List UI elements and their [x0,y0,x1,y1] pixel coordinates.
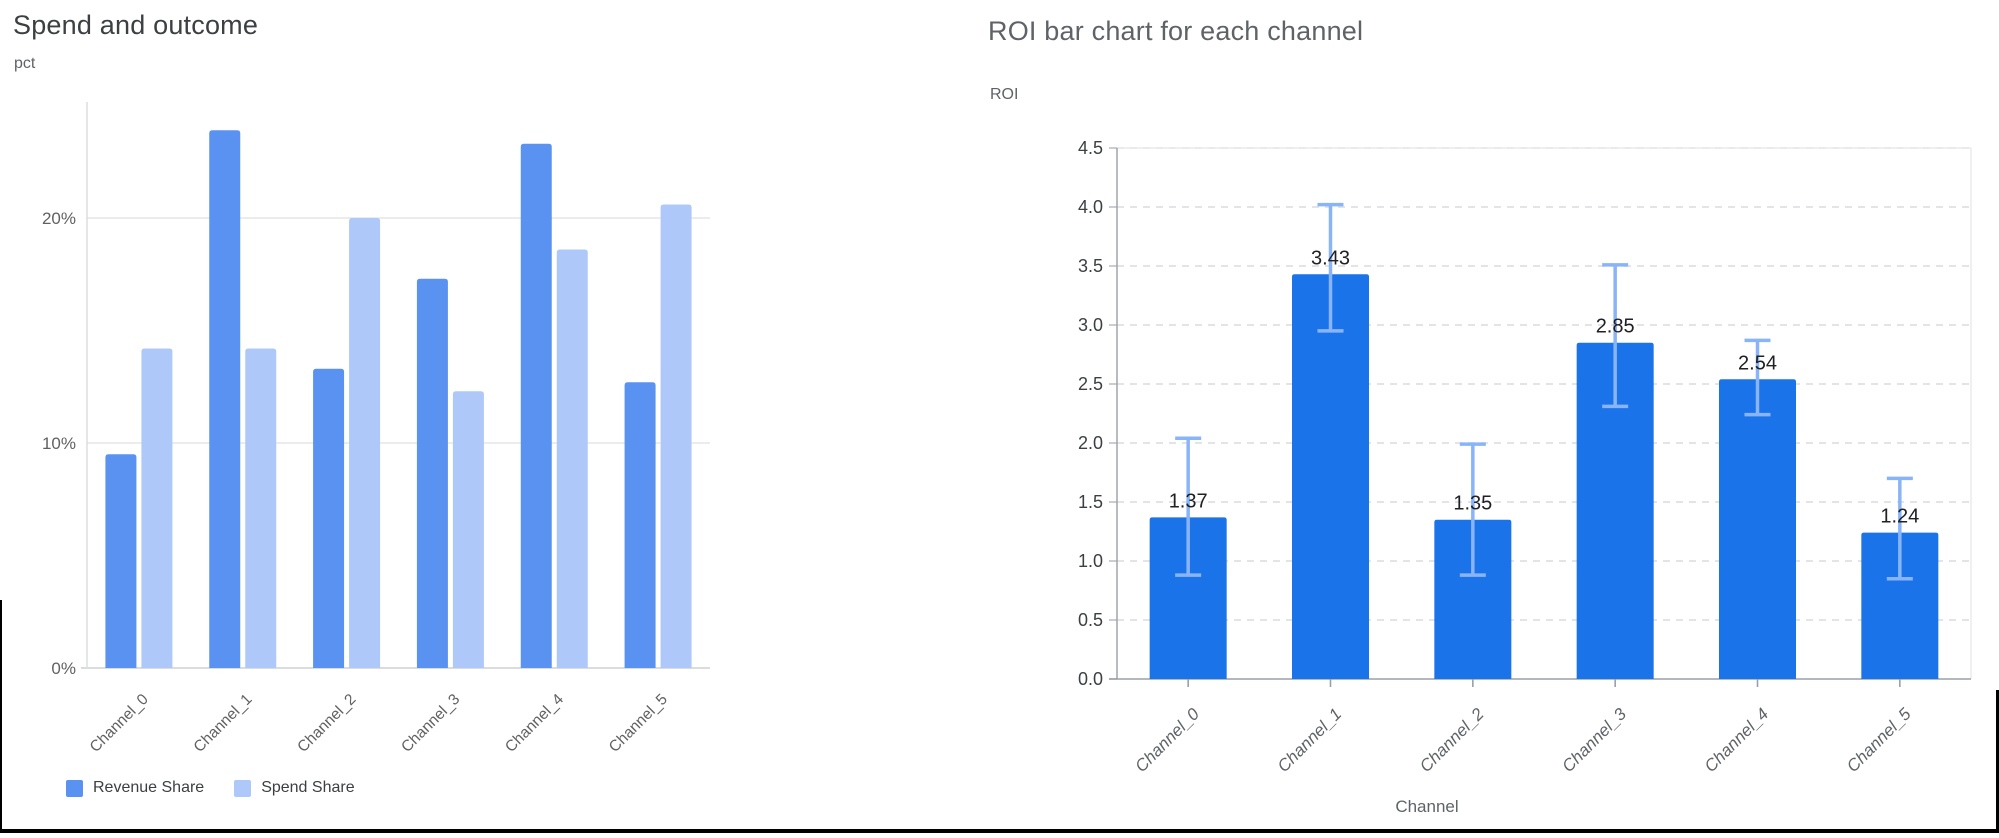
revenue-share-bar[interactable] [105,454,137,668]
revenue-share-bar[interactable] [520,143,552,668]
legend-label-spend-share: Spend Share [261,779,355,796]
roi-bar[interactable] [1292,274,1369,679]
right-y-tick-label: 1.5 [1078,492,1103,512]
left-chart-title: Spend and outcome [13,10,259,40]
right-y-tick-label: 4.5 [1078,138,1103,158]
roi-value-label: 2.54 [1738,352,1777,374]
right-chart-x-axis-title: Channel [1395,797,1459,816]
spend-share-bar[interactable] [245,348,277,669]
spend-share-bar[interactable] [349,218,381,668]
roi-bar[interactable] [1576,342,1654,679]
right-y-tick-label: 0.0 [1078,669,1103,689]
window-frame-left-edge [0,600,2,833]
left-chart-legend: Revenue Share Spend Share [66,779,355,797]
roi-value-label: 3.43 [1311,247,1350,269]
right-y-tick-label: 2.0 [1078,433,1103,453]
spend-share-bar[interactable] [452,391,484,668]
revenue-share-bar[interactable] [416,278,448,668]
spend-share-bar[interactable] [556,249,588,669]
spend-share-bar[interactable] [141,348,173,669]
right-y-tick-label: 1.0 [1078,551,1103,571]
legend-label-revenue-share: Revenue Share [93,779,205,796]
left-x-category-label: Channel_1 [191,691,256,756]
roi-bar[interactable] [1861,532,1939,679]
spend-share-bar[interactable] [660,204,692,669]
left-x-category-label: Channel_3 [398,691,463,756]
revenue-share-bar[interactable] [624,382,656,668]
roi-value-label: 1.35 [1453,493,1492,515]
roi-error-bar-chart[interactable]: 0.0 0.5 1.0 1.5 2.0 2.5 3.0 3.5 4.0 4.5 1.37 Channe… [1000,110,1999,800]
spend-outcome-grouped-bar-chart[interactable]: 0% 10% 20% Channel_0 Channel_1 Channel_2 Chann… [0,70,780,776]
right-x-category-label: Channel_5 [1843,704,1915,776]
right-x-category-label: Channel_1 [1274,704,1346,776]
right-y-tick-label: 2.5 [1078,374,1103,394]
right-x-category-label: Channel_2 [1416,704,1488,776]
roi-bar[interactable] [1719,379,1796,679]
right-x-category-label: Channel_4 [1701,704,1773,776]
revenue-share-swatch-icon [66,779,83,797]
window-frame-right-edge [1996,690,1999,833]
legend-item-revenue-share[interactable]: Revenue Share [66,779,204,797]
left-y-tick-label: 0% [51,659,76,678]
right-x-category-label: Channel_0 [1131,704,1203,776]
roi-bar[interactable] [1434,519,1512,679]
spend-share-swatch-icon [234,779,252,797]
left-y-tick-label: 20% [42,209,76,228]
roi-value-label: 1.24 [1880,506,1919,528]
right-chart-y-axis-unit: ROI [990,86,1019,103]
roi-bar[interactable] [1149,517,1227,679]
right-chart-title: ROI bar chart for each channel [988,16,1364,46]
left-x-category-label: Channel_5 [606,691,671,756]
right-y-tick-label: 3.0 [1078,315,1103,335]
right-y-tick-label: 0.5 [1078,610,1103,630]
roi-value-label: 2.85 [1596,316,1635,338]
legend-item-spend-share[interactable]: Spend Share [234,779,355,797]
left-y-tick-label: 10% [42,434,76,453]
revenue-share-bar[interactable] [209,130,241,668]
roi-value-label: 1.37 [1169,490,1208,512]
right-y-tick-label: 4.0 [1078,197,1103,217]
left-x-category-label: Channel_4 [502,691,567,756]
left-x-category-label: Channel_2 [294,691,359,756]
revenue-share-bar[interactable] [313,368,345,668]
right-x-category-label: Channel_3 [1558,704,1630,776]
left-x-category-label: Channel_0 [87,691,152,756]
left-chart-y-axis-unit: pct [14,55,36,72]
window-frame-bottom-edge [0,829,1999,833]
right-y-tick-label: 3.5 [1078,256,1103,276]
